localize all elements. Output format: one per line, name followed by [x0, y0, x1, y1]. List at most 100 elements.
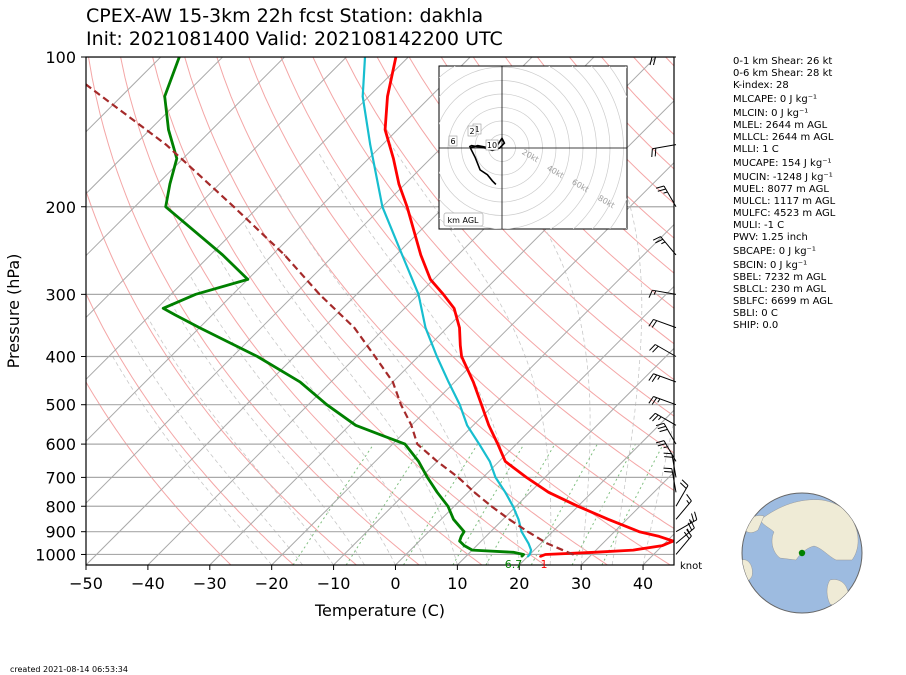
temperature-point [547, 491, 550, 494]
wind-barb-flag [659, 428, 668, 433]
y-tick-label: 300 [45, 285, 76, 304]
wetbulb-point [526, 555, 529, 558]
parcel-point [318, 293, 321, 296]
isotherm [86, 57, 471, 442]
dewpoint-point [174, 314, 177, 316]
dry-adiabat [440, 57, 674, 309]
x-tick-label: −50 [69, 574, 103, 593]
temperature-point [525, 476, 528, 479]
wind-barb-shaft [653, 373, 677, 383]
temperature-point [487, 424, 490, 427]
wind-barb-flag [649, 412, 656, 420]
stat-line: SBCIN: 0 J kg⁻¹ [733, 260, 808, 271]
wind-barb-half-flag [661, 241, 666, 245]
mixing-ratio-line [530, 443, 598, 565]
hodograph-height-box [448, 135, 458, 147]
station-marker [798, 549, 806, 557]
x-tick-label: 20 [509, 574, 529, 593]
dewpoint-point [194, 293, 197, 296]
hodograph-height-label: 2 [469, 127, 474, 136]
wind-barb-flag [651, 320, 658, 328]
temperature-point [632, 549, 635, 551]
temperature-point [453, 307, 455, 310]
moist-adiabat [128, 336, 303, 565]
dry-adiabat [120, 57, 483, 565]
dewpoint-point [463, 544, 466, 547]
isotherm [395, 285, 674, 565]
wind-barb-half-flag [663, 446, 668, 449]
dry-adiabat [408, 57, 674, 345]
isotherm [209, 100, 674, 565]
wind-barb-flag [657, 425, 666, 430]
isotherm [271, 161, 674, 565]
mixing-ratio-line [571, 443, 636, 565]
temperature-point [419, 254, 422, 256]
wind-barb-flag [655, 440, 665, 444]
x-tick-label: 40 [633, 574, 653, 593]
moist-adiabat [243, 222, 458, 565]
dry-adiabat [826, 57, 906, 565]
wind-barb [648, 396, 677, 406]
wind-barb-shaft [653, 318, 677, 329]
wind-barb [651, 144, 677, 158]
dewpoint-point [354, 424, 357, 427]
temperature-point [496, 443, 499, 445]
dewpoint-point [471, 549, 474, 551]
wind-barb-shaft [663, 440, 677, 462]
mixing-ratio-line [452, 443, 525, 565]
y-axis-label: Pressure (hPa) [4, 254, 23, 369]
temperature-point [442, 293, 445, 296]
wind-barb-shaft [653, 396, 677, 406]
dewpoint-point [520, 555, 523, 558]
stat-line: K-index: 28 [733, 80, 789, 91]
wind-barb [652, 236, 677, 256]
x-tick-label: −10 [317, 574, 351, 593]
wind-barb-flag [657, 188, 666, 192]
wind-barb-flag [691, 513, 695, 522]
location-globe [741, 492, 863, 614]
stat-line: SBLCL: 230 m AGL [733, 284, 827, 295]
wind-barb [655, 440, 677, 462]
wind-barb [655, 185, 677, 208]
wind-barb-flag [651, 374, 658, 383]
dry-adiabat [88, 57, 420, 565]
wind-barb-flag [652, 345, 659, 353]
wind-barb [675, 479, 689, 507]
wind-barb-flag [652, 414, 659, 422]
y-tick-label: 500 [45, 396, 76, 415]
dewpoint-point [169, 183, 171, 185]
stat-line: MULFC: 4523 m AGL [733, 208, 836, 219]
wind-barb [675, 529, 692, 555]
wind-barb-flag [652, 236, 661, 241]
wind-barb-half-flag [658, 416, 662, 421]
wind-barb [649, 344, 677, 357]
temperature-point [577, 505, 579, 508]
dewpoint-point [436, 491, 439, 494]
temperature-point [658, 535, 661, 538]
stat-line: SBLFC: 6699 m AGL [733, 296, 833, 307]
dry-adiabat [280, 57, 674, 492]
hodograph-height-label: 6 [450, 137, 455, 146]
mixing-ratio-line [292, 443, 375, 565]
parcel-point [526, 530, 529, 533]
moist-adiabat [214, 250, 427, 565]
parcel-point [508, 518, 511, 521]
globe-land-africa [759, 499, 859, 561]
y-tick-label: 1000 [35, 545, 76, 564]
isotherm [580, 471, 674, 565]
mixing-ratio-line [485, 443, 556, 565]
temperature-point [480, 403, 483, 406]
moist-adiabat [642, 418, 674, 565]
x-tick-label: 30 [571, 574, 591, 593]
wind-barb-flag [654, 148, 657, 157]
dewpoint-point [522, 553, 525, 556]
wind-barb-shaft [654, 412, 677, 426]
temperature-point [459, 344, 462, 347]
temperature-point [406, 205, 408, 208]
wetbulb-point [517, 518, 520, 521]
wind-barb [663, 467, 677, 493]
wetbulb-profile [361, 57, 533, 558]
isotherm [457, 347, 674, 565]
isotherm [333, 223, 674, 565]
stat-line: SBEL: 7232 m AGL [733, 272, 827, 283]
